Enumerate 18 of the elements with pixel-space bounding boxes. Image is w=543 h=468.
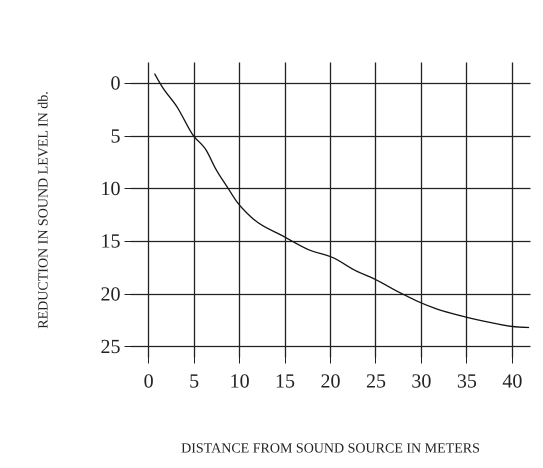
x-axis-title: DISTANCE FROM SOUND SOURCE IN METERS <box>181 442 480 456</box>
y-tick-label: 5 <box>110 125 120 148</box>
line-series <box>154 72 530 328</box>
x-tick-label: 35 <box>456 370 477 392</box>
y-tick-label: 20 <box>100 283 120 306</box>
y-tick-label: 0 <box>110 72 120 95</box>
x-tick-label: 20 <box>320 370 340 392</box>
x-tick-label: 40 <box>502 370 522 392</box>
x-tick-label: 10 <box>230 370 250 392</box>
y-tick-label: 25 <box>100 336 120 358</box>
x-tick-label: 5 <box>189 370 200 392</box>
y-tick-label: 15 <box>100 230 120 253</box>
x-tick-label: 30 <box>411 370 432 392</box>
x-tick-label: 0 <box>144 370 154 392</box>
y-tick-label: 10 <box>100 178 120 200</box>
y-axis-title: REDUCTION IN SOUND LEVEL IN db. <box>36 91 52 329</box>
x-tick-label: 25 <box>366 370 386 392</box>
x-tick-label: 15 <box>275 370 296 392</box>
